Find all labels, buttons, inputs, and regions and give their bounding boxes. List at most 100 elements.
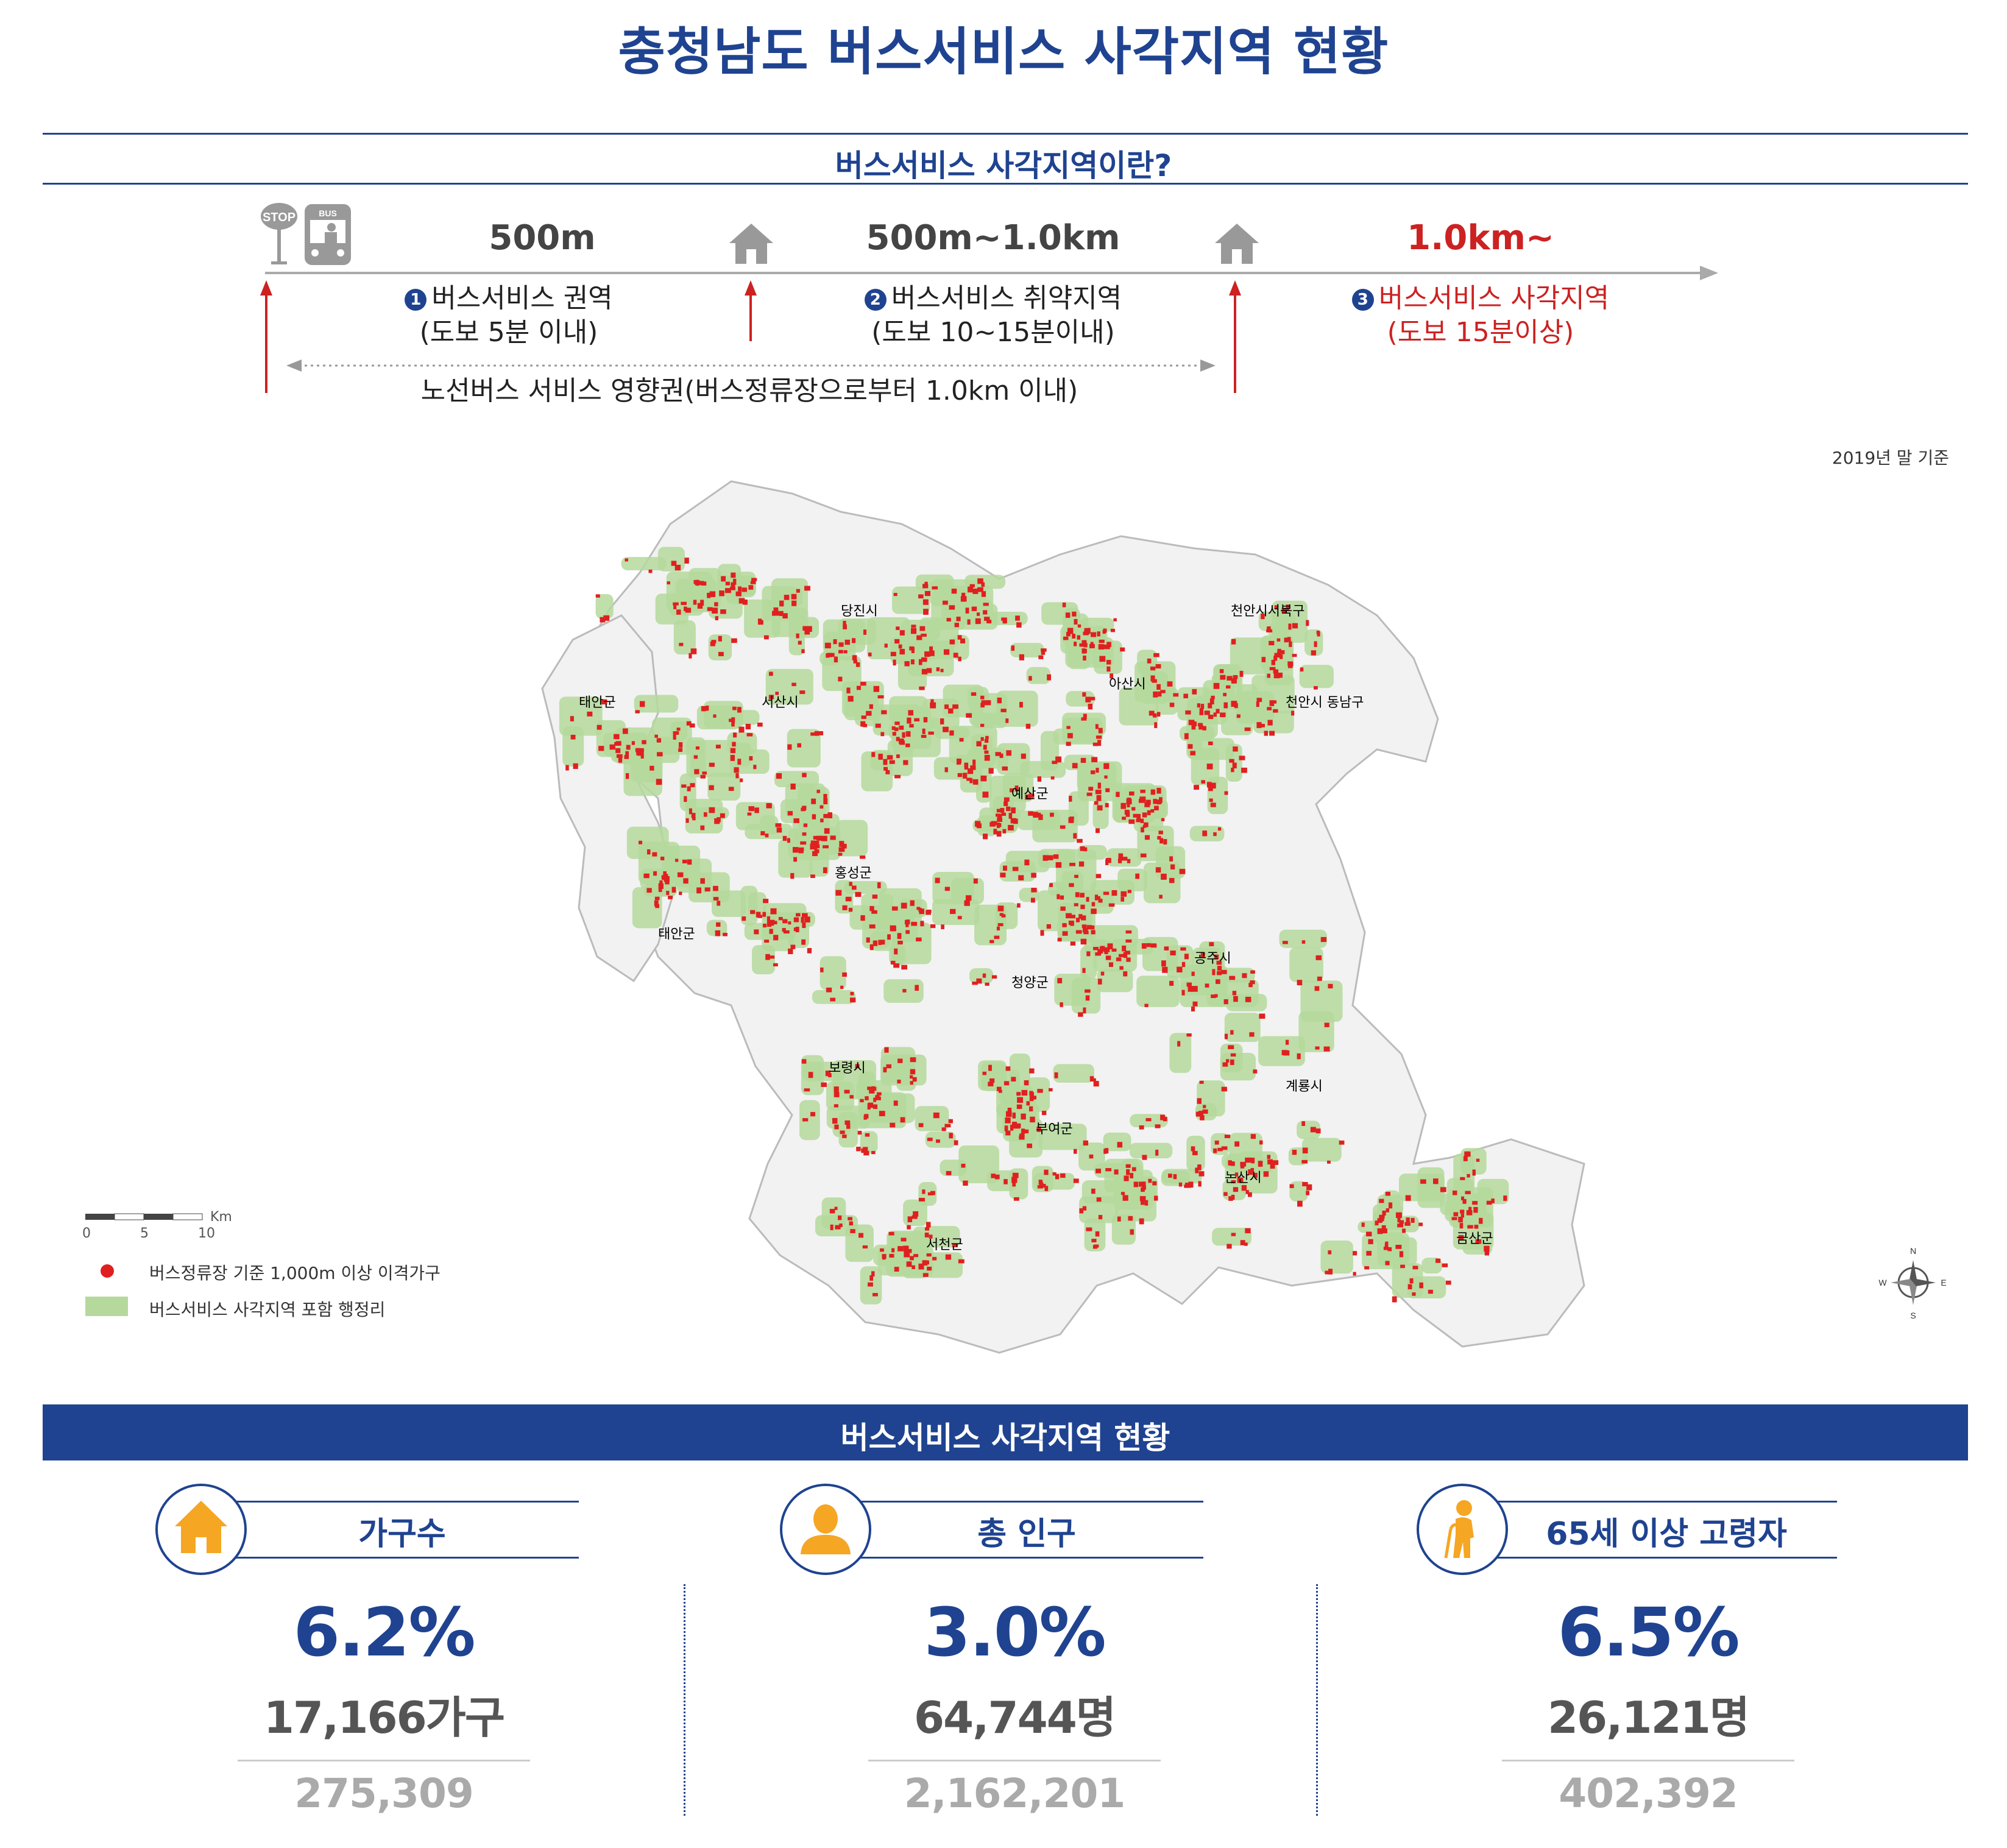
household-dot — [995, 752, 1002, 756]
household-dot — [1099, 656, 1106, 662]
household-dot — [773, 921, 777, 925]
household-dot — [810, 732, 815, 736]
household-dot — [1150, 809, 1155, 813]
household-dot — [912, 1077, 917, 1082]
household-dot — [799, 690, 805, 695]
household-dot — [923, 1260, 930, 1265]
household-dot — [1019, 701, 1023, 708]
household-dot — [797, 743, 801, 748]
village-patch — [819, 956, 846, 990]
column-separator — [1316, 1584, 1318, 1816]
household-dot — [779, 600, 784, 607]
household-dot — [833, 639, 837, 645]
household-dot — [918, 1263, 924, 1270]
household-dot — [901, 965, 907, 970]
village-patch — [679, 773, 696, 812]
household-dot — [1463, 1156, 1468, 1161]
household-dot — [1208, 714, 1214, 720]
region-label: 부여군 — [1036, 1122, 1073, 1137]
household-dot — [1179, 868, 1186, 874]
household-dot — [880, 1248, 884, 1252]
household-dot — [1245, 996, 1251, 1002]
household-dot — [1231, 679, 1237, 684]
household-dot — [1230, 1161, 1235, 1166]
household-dot — [814, 845, 818, 850]
household-dot — [795, 926, 799, 933]
village-patch — [931, 590, 966, 630]
household-dot — [1110, 628, 1116, 632]
household-dot — [1185, 710, 1191, 715]
stat-divider — [1502, 1760, 1794, 1761]
household-dot — [769, 929, 773, 934]
household-dot — [1188, 720, 1194, 725]
household-dot — [894, 639, 900, 644]
household-dot — [907, 717, 911, 724]
household-dot — [830, 1224, 834, 1231]
household-dot — [1217, 827, 1222, 831]
village-patch — [981, 1062, 1007, 1091]
village-patch — [891, 922, 932, 965]
household-dot — [1091, 1188, 1096, 1194]
household-dot — [718, 635, 722, 642]
household-dot — [981, 582, 985, 587]
household-dot — [659, 880, 663, 885]
household-dot — [792, 847, 799, 853]
household-dot — [782, 919, 788, 924]
household-dot — [838, 1215, 842, 1220]
household-dot — [1152, 1181, 1157, 1186]
household-dot — [1135, 873, 1140, 879]
household-dot — [1021, 1089, 1028, 1096]
household-dot — [1161, 873, 1167, 880]
village-patch — [1299, 665, 1334, 689]
household-dot — [1019, 1135, 1025, 1140]
village-patch — [626, 826, 669, 859]
household-dot — [1106, 642, 1111, 647]
household-dot — [916, 635, 922, 640]
region-label: 보령시 — [829, 1061, 866, 1076]
household-dot — [1197, 1164, 1202, 1170]
household-dot — [933, 1112, 940, 1119]
household-dot — [1153, 653, 1159, 657]
household-dot — [1088, 703, 1093, 710]
household-dot — [1077, 838, 1083, 843]
household-dot — [1002, 766, 1008, 771]
household-dot — [858, 1233, 864, 1238]
household-dot — [804, 586, 810, 591]
household-dot — [642, 740, 646, 745]
household-dot — [1461, 1196, 1465, 1201]
household-dot — [1281, 1050, 1288, 1055]
household-dot — [923, 717, 928, 723]
household-dot — [1038, 1180, 1043, 1185]
household-dot — [948, 1119, 953, 1124]
region-labels: 당진시 서산시 태안군 아산시 천안시서북구 천안시 동남구 예산군 홍성군 태… — [579, 604, 1493, 1253]
household-dot — [1458, 1216, 1463, 1223]
household-dot — [1142, 1181, 1146, 1188]
household-dot — [845, 896, 852, 902]
household-dot — [618, 757, 623, 763]
household-dot — [1047, 855, 1053, 860]
household-dot — [1382, 1228, 1387, 1234]
stat-percent: 6.5% — [1557, 1593, 1740, 1671]
bus-stop-icon: STOP BUS — [261, 203, 351, 265]
household-dot — [846, 1123, 851, 1129]
household-dot — [991, 1174, 996, 1178]
household-dot — [927, 1266, 932, 1271]
village-patch — [838, 618, 876, 645]
household-dot — [976, 978, 982, 984]
household-dot — [773, 607, 779, 612]
household-dot — [869, 906, 874, 912]
household-dot — [922, 1189, 926, 1194]
village-patch — [1062, 712, 1106, 736]
household-dot — [839, 1223, 843, 1228]
household-dot — [1070, 915, 1076, 919]
household-dot — [1041, 648, 1047, 652]
household-dot — [1186, 1033, 1192, 1037]
household-dot — [1288, 623, 1292, 630]
household-dot — [724, 588, 731, 593]
household-dot — [893, 659, 896, 666]
household-dot — [1105, 1168, 1112, 1172]
household-dot — [1366, 1251, 1372, 1256]
household-dot — [1280, 654, 1283, 659]
household-dot — [713, 885, 718, 891]
household-dot — [1274, 653, 1279, 657]
